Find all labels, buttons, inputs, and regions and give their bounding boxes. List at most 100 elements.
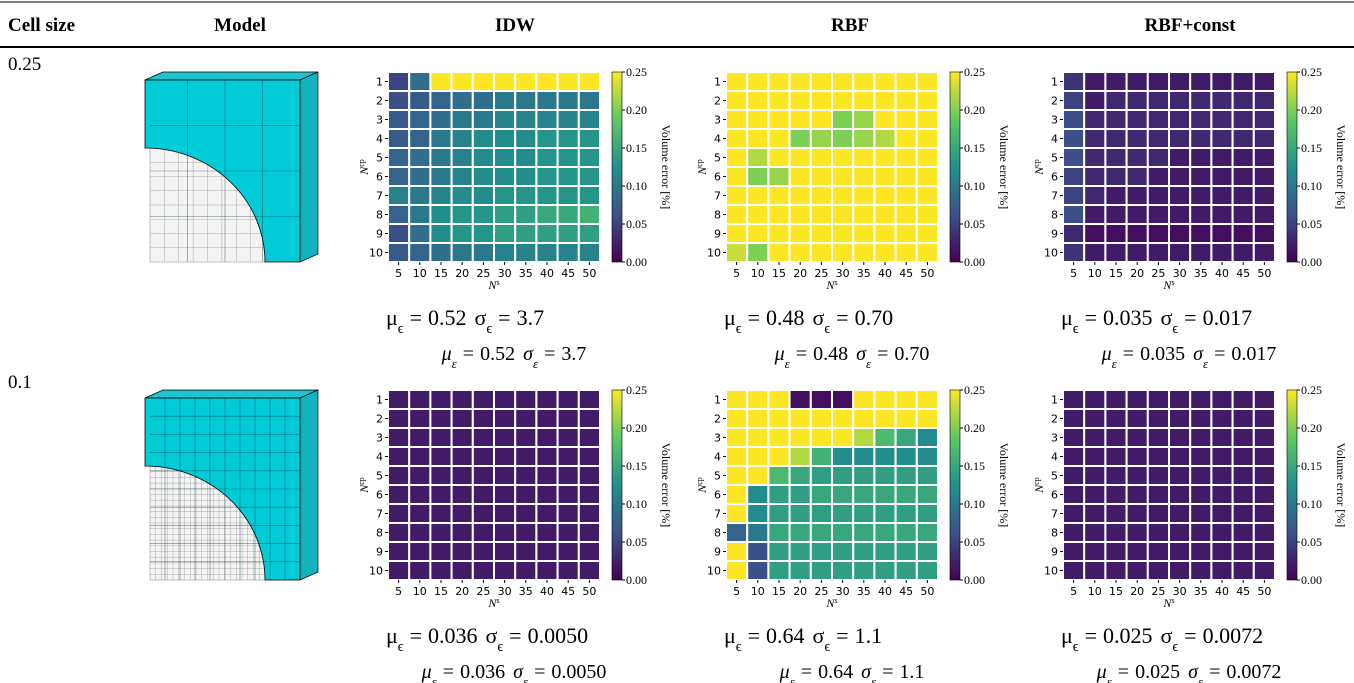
heatmap-cell [1063,129,1084,148]
heatmap-cell [853,561,874,580]
heatmap-cell [515,390,536,409]
colorbar-tick-label: 0.20 [626,421,647,435]
heatmap-cell [515,186,536,205]
heatmap-cell [473,167,494,186]
stat-line: με=0.035σε=0.017 [1101,343,1277,371]
heatmap-cell [388,148,409,167]
mu-value: 0.64 [766,623,805,648]
heatmap-cell [558,390,579,409]
heatmap-cell [874,523,895,542]
y-tick-label: 2 [1051,95,1058,108]
heatmap-cell [1190,129,1211,148]
stat-line: με=0.64σε=1.1 [779,661,925,683]
heatmap-cell [1254,186,1275,205]
colorbar-tick-label: 0.25 [626,65,647,79]
subscript: ϵ [824,639,830,655]
heatmap-cell [1169,428,1190,447]
heatmap-cell [1084,542,1105,561]
heatmap-cell [1169,447,1190,466]
heatmap-cell [1211,523,1232,542]
heatmap-cell [515,72,536,91]
heatmap-cell [473,409,494,428]
heatmap-cell [494,561,515,580]
colorbar-tick-label: 0.10 [964,179,985,193]
heatmap-cell [515,523,536,542]
y-tick-label: 3 [376,432,383,445]
heatmap-cell [1084,129,1105,148]
heatmap-cell [874,561,895,580]
subscript: ε [452,356,458,371]
x-tick-label: 20 [793,585,807,598]
colorbar-tick-label: 0.00 [964,255,985,269]
heatmap-cell [832,72,853,91]
heatmap-cell [896,409,917,428]
heatmap-cell [494,447,515,466]
heatmap-cell [494,167,515,186]
mu-value: 0.025 [1135,661,1180,683]
heatmap-cell [1169,542,1190,561]
heatmap-cell [1127,428,1148,447]
heatmap-cell [896,542,917,561]
heatmap-cell [768,466,789,485]
x-tick-label: 35 [1194,267,1208,280]
x-tick-label: 15 [772,267,786,280]
colorbar-tick-label: 0.05 [1301,535,1322,549]
heatmap-cell [430,224,451,243]
heatmap-cell [726,148,747,167]
heatmap-cell [1127,186,1148,205]
heatmap-cell [874,504,895,523]
heatmap-cell [1127,110,1148,129]
heatmap-cell [536,447,557,466]
equals: = [534,661,545,683]
x-label-sup: s [496,278,499,287]
sigma-symbol: σ [813,623,825,648]
heatmap-cell [917,523,938,542]
heatmap-cell [853,428,874,447]
mu-symbol: μ [1101,343,1112,365]
heatmap-cell [1233,243,1254,262]
heatmap-cell [811,428,832,447]
stat-line: με=0.025σε=0.0072 [1096,661,1282,683]
subscript: ε [533,356,539,371]
x-tick-label: 30 [836,267,850,280]
heatmap-cell [1105,72,1126,91]
x-tick-label: 5 [733,267,740,280]
heatmap-cell [853,542,874,561]
x-tick-label: 10 [413,267,427,280]
sigma-value: 0.017 [1231,343,1276,365]
heatmap-cell [832,542,853,561]
heatmap-cell [726,428,747,447]
heatmap-cell [1254,205,1275,224]
heatmap-cell [1148,129,1169,148]
heatmap-cell [452,186,473,205]
heatmap-cell [388,205,409,224]
colorbar-tick-label: 0.20 [1301,103,1322,117]
colorbar-label: Volume error [%] [997,443,1011,527]
heatmap-cell [388,485,409,504]
colorbar-label: Volume error [%] [1334,125,1348,209]
heatmap-cell [1254,390,1275,409]
heatmap-cell [1084,447,1105,466]
heatmap-cell [1063,504,1084,523]
y-label-sup: cp [695,159,704,167]
heatmap-cell [536,390,557,409]
heatmap-cell [768,148,789,167]
sigma-value: 0.0072 [1226,661,1281,683]
heatmap-cell [430,561,451,580]
colorbar-tick-label: 0.10 [1301,179,1322,193]
y-tick-label: 1 [376,394,383,407]
colorbar-tick-label: 0.25 [964,65,985,79]
heatmap-cell [430,110,451,129]
heatmap-cell [515,148,536,167]
heatmap-cell [811,504,832,523]
x-tick-label: 20 [455,585,469,598]
heatmap-cell [726,523,747,542]
heatmap-cell [579,129,600,148]
mu-value: 0.036 [460,661,505,683]
mu-symbol: μ [441,343,452,365]
heatmap-cell [726,110,747,129]
heatmap-cell [558,523,579,542]
heatmap-cell [452,485,473,504]
heatmap-cell [747,186,768,205]
subscript: ϵ [736,639,742,655]
